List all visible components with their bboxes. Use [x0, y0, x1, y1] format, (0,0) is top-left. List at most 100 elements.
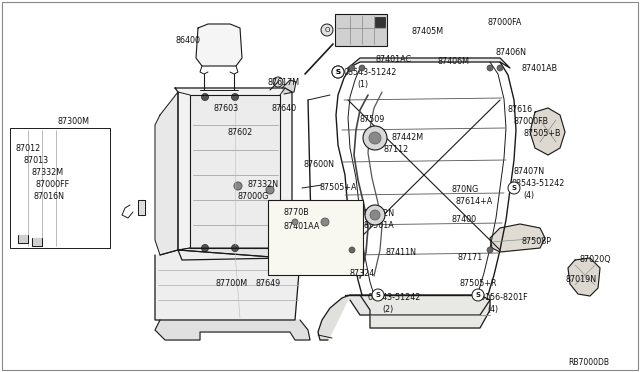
Polygon shape: [350, 295, 490, 315]
Text: 08156-8201F: 08156-8201F: [475, 293, 527, 302]
Circle shape: [349, 247, 355, 253]
Polygon shape: [318, 295, 350, 340]
Polygon shape: [530, 108, 565, 155]
Text: 87509: 87509: [360, 115, 385, 124]
Polygon shape: [196, 24, 242, 66]
Polygon shape: [274, 207, 350, 236]
Circle shape: [497, 65, 503, 71]
Circle shape: [363, 126, 387, 150]
Polygon shape: [155, 92, 178, 255]
Text: (4): (4): [523, 191, 534, 200]
Text: 87406N: 87406N: [496, 48, 527, 57]
Text: 87501A: 87501A: [364, 221, 395, 230]
Text: 87401AA: 87401AA: [284, 222, 321, 231]
Text: 87411N: 87411N: [386, 248, 417, 257]
Text: 87324: 87324: [350, 269, 375, 278]
Text: 87505+R: 87505+R: [460, 279, 497, 288]
Circle shape: [349, 65, 355, 71]
Text: (4): (4): [487, 305, 498, 314]
Bar: [375, 17, 385, 27]
Circle shape: [369, 132, 381, 144]
Text: 87000G: 87000G: [238, 192, 269, 201]
Text: 87012: 87012: [16, 144, 41, 153]
Polygon shape: [348, 58, 510, 68]
Text: 87019N: 87019N: [566, 275, 597, 284]
Polygon shape: [18, 235, 28, 243]
Circle shape: [232, 244, 239, 251]
Circle shape: [332, 66, 344, 78]
Polygon shape: [568, 258, 600, 296]
Text: 08543-51242: 08543-51242: [343, 68, 396, 77]
Polygon shape: [490, 224, 545, 252]
Circle shape: [508, 182, 520, 194]
Circle shape: [292, 219, 298, 225]
Circle shape: [359, 65, 365, 71]
Circle shape: [234, 182, 242, 190]
Text: 87401AC: 87401AC: [376, 55, 412, 64]
Text: 87406M: 87406M: [438, 57, 470, 66]
Text: 87332M: 87332M: [31, 168, 63, 177]
Text: 87614+A: 87614+A: [456, 197, 493, 206]
Text: 87401AB: 87401AB: [522, 64, 558, 73]
Circle shape: [365, 205, 385, 225]
Bar: [10, 128, 110, 248]
Text: 87332N: 87332N: [364, 209, 395, 218]
Polygon shape: [155, 250, 300, 320]
Polygon shape: [190, 95, 280, 248]
Polygon shape: [155, 320, 310, 340]
Text: S: S: [376, 292, 381, 298]
Text: S: S: [511, 185, 516, 191]
Circle shape: [202, 93, 209, 100]
Text: 87000FA: 87000FA: [488, 18, 522, 27]
Circle shape: [372, 289, 384, 301]
Text: 87000FF: 87000FF: [36, 180, 70, 189]
Text: (2): (2): [382, 305, 393, 314]
Text: 8770B: 8770B: [284, 208, 310, 217]
Text: 87616: 87616: [508, 105, 533, 114]
Text: 87407N: 87407N: [514, 167, 545, 176]
Circle shape: [266, 186, 274, 194]
Text: 87405M: 87405M: [411, 27, 443, 36]
Circle shape: [321, 24, 333, 36]
Text: 87600N: 87600N: [304, 160, 335, 169]
Text: 08543-51242: 08543-51242: [368, 293, 421, 302]
Polygon shape: [175, 88, 292, 260]
Circle shape: [472, 289, 484, 301]
Polygon shape: [360, 295, 490, 328]
Circle shape: [232, 93, 239, 100]
Text: 87442M: 87442M: [392, 133, 424, 142]
Text: 87617M: 87617M: [268, 78, 300, 87]
Circle shape: [273, 77, 283, 87]
Polygon shape: [138, 200, 145, 215]
Circle shape: [321, 218, 329, 226]
Text: 87700M: 87700M: [215, 279, 247, 288]
Polygon shape: [178, 248, 300, 260]
Circle shape: [202, 244, 209, 251]
Polygon shape: [282, 80, 296, 94]
Circle shape: [332, 66, 344, 78]
Polygon shape: [32, 238, 42, 246]
Text: 08543-51242: 08543-51242: [511, 179, 564, 188]
Text: S: S: [335, 69, 340, 75]
Text: RB7000DB: RB7000DB: [568, 358, 609, 367]
Bar: [268, 200, 363, 275]
Bar: [335, 14, 387, 46]
Text: S: S: [476, 292, 481, 298]
Text: 87603: 87603: [214, 104, 239, 113]
Text: (1): (1): [357, 80, 368, 89]
Text: O: O: [324, 27, 330, 33]
Text: 87649: 87649: [256, 279, 281, 288]
Text: 87400: 87400: [452, 215, 477, 224]
Text: 86400: 86400: [175, 36, 200, 45]
Circle shape: [487, 247, 493, 253]
Circle shape: [370, 210, 380, 220]
Text: 87602: 87602: [228, 128, 253, 137]
Text: S: S: [335, 69, 340, 75]
Text: 870NG: 870NG: [452, 185, 479, 194]
Text: 87300M: 87300M: [58, 117, 90, 126]
Text: 87016N: 87016N: [33, 192, 64, 201]
Text: 87508P: 87508P: [522, 237, 552, 246]
Text: 87000FB: 87000FB: [514, 117, 549, 126]
Text: 87013: 87013: [24, 156, 49, 165]
Text: 87171: 87171: [458, 253, 483, 262]
